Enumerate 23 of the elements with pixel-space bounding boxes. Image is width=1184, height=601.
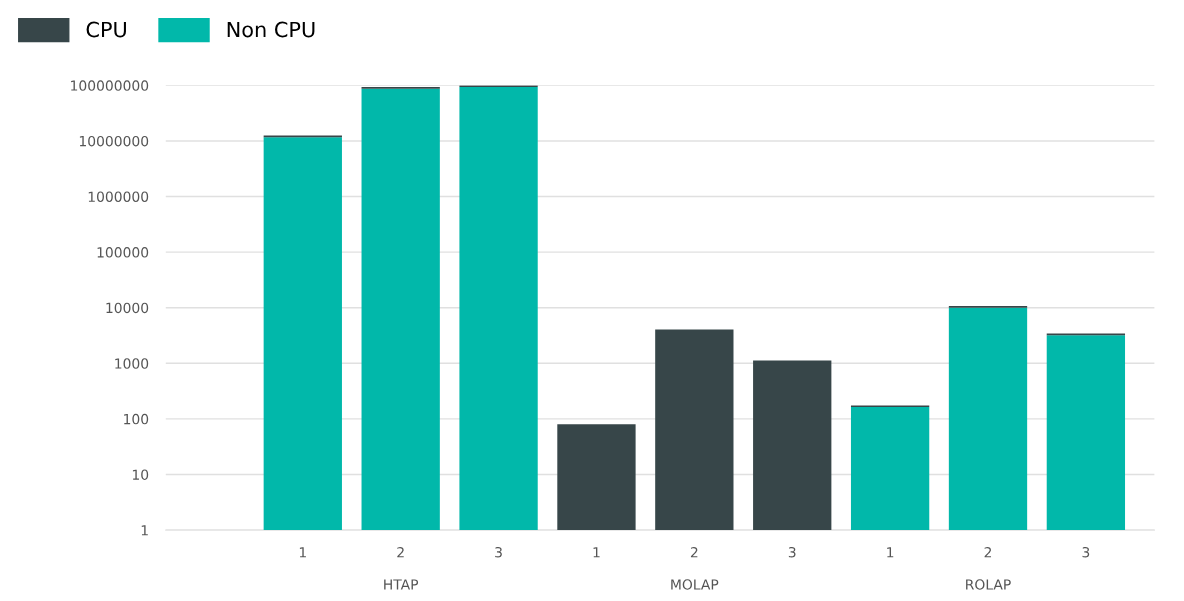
- x-tick-label: 3: [788, 546, 796, 558]
- legend-label: Non CPU: [227, 21, 315, 38]
- x-tick-label: 2: [690, 546, 698, 558]
- legend-label: CPU: [86, 21, 126, 38]
- y-tick-label: 100: [124, 413, 149, 425]
- text: MOLAP: [671, 579, 719, 590]
- y-tick-label: 10: [132, 469, 149, 480]
- text: HTAP: [384, 579, 419, 590]
- y-tick-label: 1000000: [88, 191, 149, 202]
- text: ROLAP: [966, 579, 1011, 590]
- x-tick-label: 3: [1082, 546, 1090, 558]
- x-tick-label: 3: [495, 546, 502, 558]
- x-tick-label: 1: [593, 547, 600, 558]
- x-tick-label: 2: [397, 546, 404, 558]
- y-tick-label: 10000000: [79, 135, 149, 147]
- x-tick-label: 1: [887, 547, 894, 558]
- x-tick-label: 2: [984, 546, 992, 558]
- y-tick-label: 1000: [115, 358, 149, 369]
- x-tick-label: 1: [299, 547, 306, 558]
- y-tick-label: 100000000: [71, 80, 149, 91]
- y-tick-label: 10000: [106, 302, 149, 314]
- y-tick-label: 100000: [97, 247, 149, 258]
- y-tick-label: 1: [141, 525, 148, 536]
